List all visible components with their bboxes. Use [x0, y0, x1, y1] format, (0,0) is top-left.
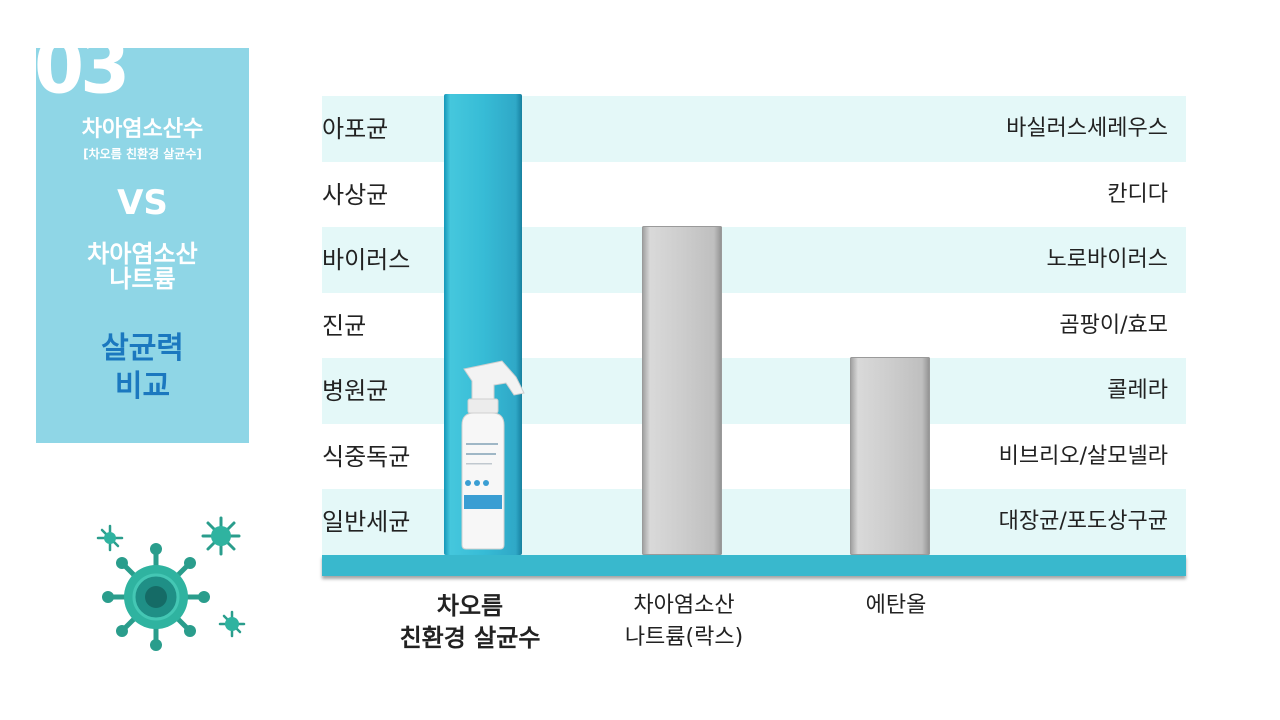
virus-icon — [96, 516, 246, 651]
x-axis-label-line: 나트륨(락스) — [624, 625, 744, 650]
compare-title-line1: 차아염소산 — [87, 240, 198, 268]
product-subtitle: [차오름 친환경 살균수] — [83, 147, 202, 161]
right-row-label: 대장균/포도상구균 — [998, 509, 1168, 534]
left-row-label: 병원균 — [322, 377, 389, 405]
versus-label: VS — [117, 183, 168, 223]
right-row-label: 곰팡이/효모 — [1059, 312, 1168, 338]
slide-heading-line2: 비교 — [114, 368, 171, 404]
compare-title: 차아염소산 나트륨 — [36, 240, 249, 294]
left-row-label: 사상균 — [322, 180, 389, 209]
product-title: 차아염소산수 — [81, 117, 204, 142]
right-row-label: 콜레라 — [1107, 378, 1168, 403]
right-row-label: 비브리오/살모넬라 — [998, 443, 1168, 469]
left-row-label: 식중독균 — [322, 442, 411, 471]
virus-mini-icon — [218, 610, 246, 638]
title-panel — [36, 48, 249, 443]
x-axis-label-line: 차오름 — [436, 592, 504, 620]
right-row-label: 칸디다 — [1107, 181, 1168, 207]
right-row-label: 노로바이러스 — [1046, 247, 1168, 272]
virus-small-icon — [201, 516, 241, 556]
x-axis-label: 에탄올 — [786, 590, 1006, 622]
x-axis-label-line: 에탄올 — [865, 593, 927, 618]
bar — [642, 225, 722, 555]
slide-number: 03 — [34, 21, 130, 111]
virus-large-icon — [102, 543, 210, 651]
spray-bottle-icon — [461, 360, 525, 550]
x-axis-label-line: 차아염소산 — [633, 593, 735, 618]
left-row-label: 일반세균 — [322, 508, 411, 536]
x-axis-label-line: 친환경 살균수 — [399, 624, 541, 652]
compare-title-line2: 나트륨 — [109, 265, 176, 294]
left-row-label: 아포균 — [322, 115, 389, 143]
right-row-label: 바실러스세레우스 — [1006, 116, 1168, 141]
slide-heading: 살균력 비교 — [36, 330, 249, 405]
chart-baseline — [322, 555, 1186, 576]
bar — [850, 357, 930, 555]
virus-tiny-icon — [96, 524, 124, 552]
slide-heading-line1: 살균력 — [101, 331, 184, 366]
left-row-label: 바이러스 — [322, 246, 411, 274]
left-row-label: 진균 — [322, 311, 367, 340]
